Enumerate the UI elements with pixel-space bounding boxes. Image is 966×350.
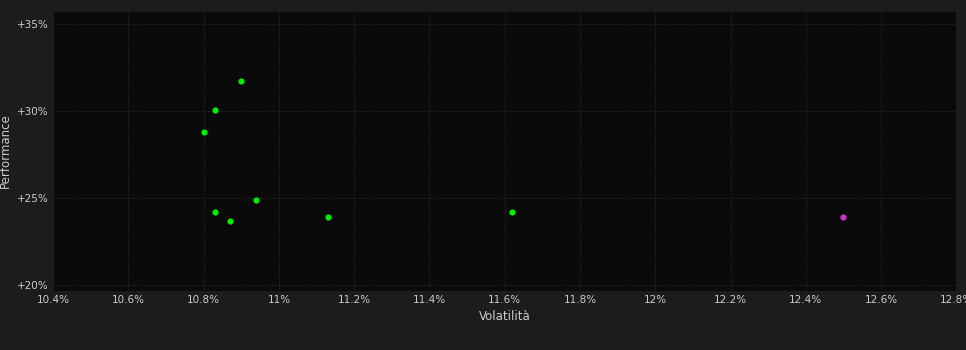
Point <box>208 107 223 112</box>
Point <box>320 214 335 219</box>
Point <box>248 197 264 203</box>
Point <box>196 130 212 135</box>
Point <box>836 215 851 220</box>
Y-axis label: Performance: Performance <box>0 113 12 188</box>
Point <box>208 209 223 215</box>
X-axis label: Volatilità: Volatilità <box>479 310 530 323</box>
Point <box>234 78 249 84</box>
Point <box>504 209 520 215</box>
Point <box>222 218 238 224</box>
